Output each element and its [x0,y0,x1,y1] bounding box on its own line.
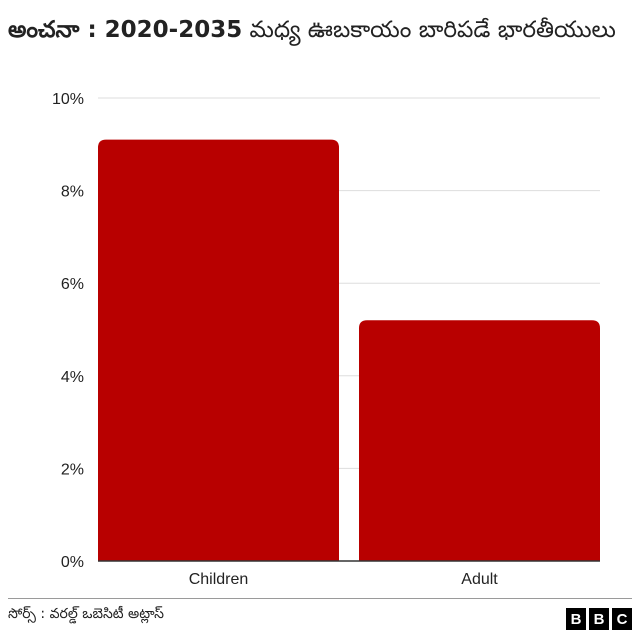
chart-title-rest: మధ్య ఊబకాయం బారిపడే భారతీయులు [242,17,616,43]
bar [359,320,600,561]
bar-chart: 0% 2% 4% 6% 8% 10% Children Adult [52,91,600,588]
y-tick-label: 0% [61,554,84,571]
chart-title-bold: అంచనా : 2020-2035 [8,17,243,43]
footer-divider [8,598,632,599]
chart-title: అంచనా : 2020-2035 మధ్య ఊబకాయం బారిపడే భా… [8,14,628,46]
y-tick-label: 6% [61,276,84,293]
bbc-logo: B B C [566,608,632,630]
y-tick-label: 8% [61,184,84,201]
source-note: సోర్స్ : వరల్డ్ ఒబెసిటీ అట్లాస్ [8,606,164,622]
y-tick-label: 10% [52,91,84,108]
y-tick-label: 4% [61,369,84,386]
x-tick-label: Adult [461,571,498,588]
y-tick-label: 2% [61,461,84,478]
bbc-logo-letter: C [612,608,632,630]
bar [98,139,339,562]
bbc-logo-letter: B [589,608,609,630]
bbc-logo-letter: B [566,608,586,630]
x-tick-label: Children [189,571,249,588]
